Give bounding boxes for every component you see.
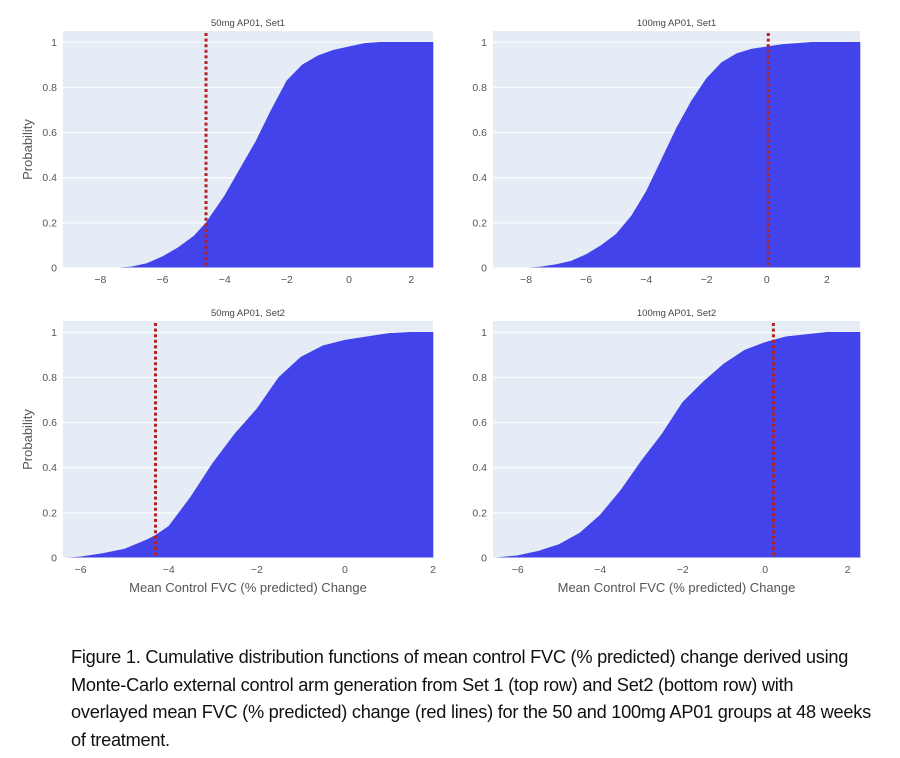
- cdf-area: [63, 42, 434, 269]
- y-tick-label: 0: [481, 553, 487, 565]
- x-tick-label: −4: [594, 564, 606, 576]
- x-tick-label: −2: [677, 564, 689, 576]
- chart-panel-50mg-set1: 50mg AP01, Set1 0 0.2 0.4 0.6 0.8 1 −8 −6 −4 −2 0 2 P…: [0, 0, 440, 290]
- y-tick-label: 0.2: [42, 217, 57, 229]
- cdf-chart: 50mg AP01, Set1 0 0.2 0.4 0.6 0.8 1 −8 −6 −4 −2 0 2 P…: [20, 18, 434, 286]
- x-axis-label: Mean Control FVC (% predicted) Change: [129, 580, 367, 595]
- panel-title: 50mg AP01, Set1: [211, 18, 285, 29]
- y-tick-label: 0.6: [472, 127, 487, 139]
- cdf-area: [493, 42, 861, 269]
- y-tick-label: 0.6: [42, 417, 57, 429]
- y-tick-label: 0.8: [42, 372, 57, 384]
- panel-title: 100mg AP01, Set1: [637, 18, 716, 29]
- y-tick-label: 0: [51, 553, 57, 565]
- cdf-chart: 100mg AP01, Set1 0 0.2 0.4 0.6 0.8 1 −8 −6 −4 −2 0 2: [472, 18, 861, 286]
- y-tick-label: 1: [481, 37, 487, 49]
- x-tick-label: 2: [430, 564, 436, 576]
- x-tick-label: −4: [219, 274, 231, 286]
- chart-panel-50mg-set2: 50mg AP01, Set2 0 0.2 0.4 0.6 0.8 1 −6 −4 −2 0 2 Pro…: [0, 290, 440, 600]
- panel-title: 100mg AP01, Set2: [637, 308, 716, 319]
- y-axis-label: Probability: [20, 409, 35, 470]
- x-tick-label: −6: [75, 564, 87, 576]
- y-tick-label: 0.4: [472, 172, 487, 184]
- y-tick-label: 1: [51, 327, 57, 339]
- x-tick-label: −2: [251, 564, 263, 576]
- x-tick-label: −6: [157, 274, 169, 286]
- chart-panel-100mg-set1: 100mg AP01, Set1 0 0.2 0.4 0.6 0.8 1 −8 −6 −4 −2 0 2: [430, 0, 870, 290]
- y-axis-label: Probability: [20, 119, 35, 180]
- x-axis-label: Mean Control FVC (% predicted) Change: [558, 580, 796, 595]
- x-tick-label: 0: [764, 274, 770, 286]
- y-tick-label: 0: [481, 263, 487, 275]
- y-tick-label: 0: [51, 263, 57, 275]
- x-tick-label: −2: [281, 274, 293, 286]
- panel-title: 50mg AP01, Set2: [211, 308, 285, 319]
- x-tick-label: 2: [408, 274, 414, 286]
- x-tick-label: 0: [762, 564, 768, 576]
- cdf-chart: 50mg AP01, Set2 0 0.2 0.4 0.6 0.8 1 −6 −4 −2 0 2 Pro…: [20, 308, 436, 595]
- x-tick-label: 2: [845, 564, 851, 576]
- y-tick-label: 0.6: [472, 417, 487, 429]
- chart-panel-100mg-set2: 100mg AP01, Set2 0 0.2 0.4 0.6 0.8 1 −6 −4 −2 0 2 Me…: [430, 290, 870, 600]
- cdf-chart: 100mg AP01, Set2 0 0.2 0.4 0.6 0.8 1 −6 −4 −2 0 2 Me…: [472, 308, 861, 595]
- cdf-area: [62, 332, 434, 559]
- y-tick-label: 0.2: [42, 507, 57, 519]
- x-tick-label: −6: [512, 564, 524, 576]
- x-tick-label: −6: [580, 274, 592, 286]
- y-tick-label: 0.2: [472, 507, 487, 519]
- x-tick-label: −8: [94, 274, 106, 286]
- x-tick-label: 0: [346, 274, 352, 286]
- y-tick-label: 0.4: [472, 462, 487, 474]
- x-tick-label: −8: [520, 274, 532, 286]
- cdf-area: [492, 332, 861, 559]
- y-tick-label: 0.8: [42, 82, 57, 94]
- y-tick-label: 0.4: [42, 172, 57, 184]
- x-tick-label: 0: [342, 564, 348, 576]
- y-tick-label: 1: [481, 327, 487, 339]
- x-tick-label: −4: [163, 564, 175, 576]
- y-tick-label: 0.4: [42, 462, 57, 474]
- y-tick-label: 1: [51, 37, 57, 49]
- y-tick-label: 0.8: [472, 372, 487, 384]
- x-tick-label: 2: [824, 274, 830, 286]
- x-tick-label: −4: [640, 274, 652, 286]
- figure-caption: Figure 1. Cumulative distribution functi…: [71, 647, 871, 750]
- y-tick-label: 0.2: [472, 217, 487, 229]
- y-tick-label: 0.8: [472, 82, 487, 94]
- x-tick-label: −2: [701, 274, 713, 286]
- y-tick-label: 0.6: [42, 127, 57, 139]
